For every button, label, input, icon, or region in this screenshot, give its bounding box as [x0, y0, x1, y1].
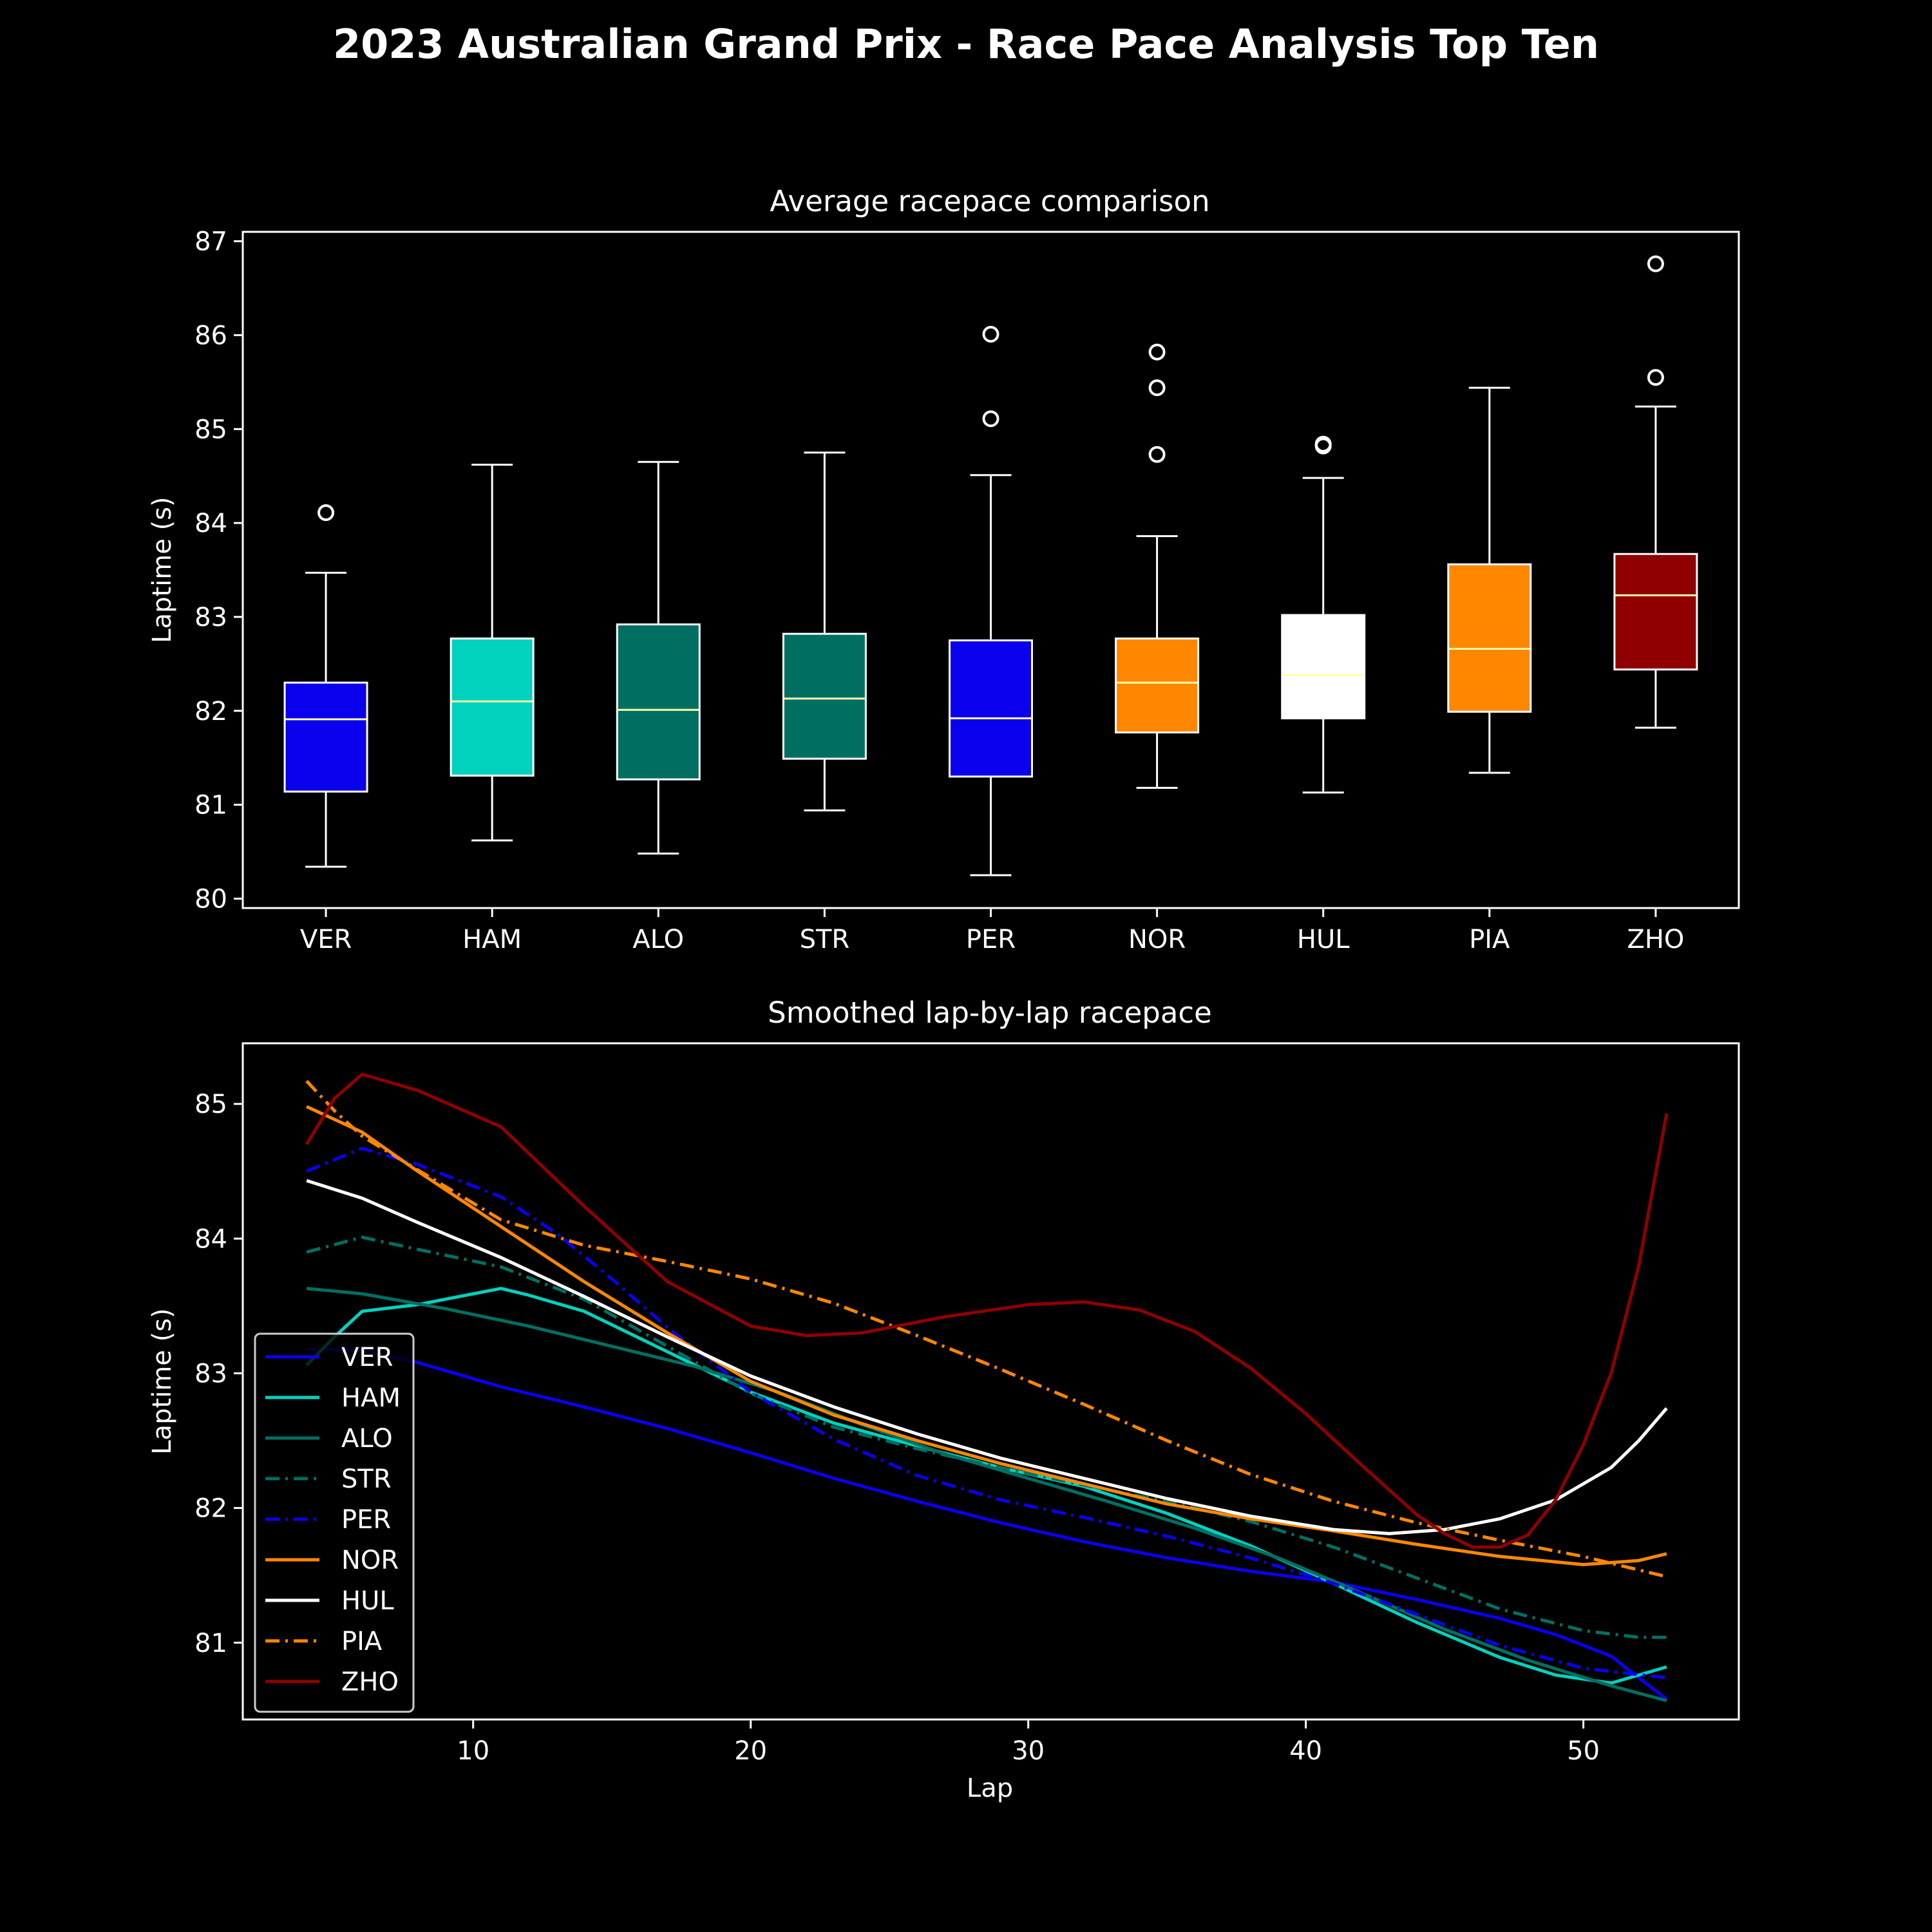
boxplot-marks: 80 81 82 83 84 85 86 87 VER HAM ALO STR PER NOR HUL PIA… — [194, 227, 1698, 954]
y-tick-label: 86 — [194, 321, 227, 350]
figure-title: 2023 Australian Grand Prix - Race Pace A… — [333, 21, 1599, 68]
legend-label-str: STR — [341, 1464, 392, 1494]
series-line-zho — [305, 1072, 1669, 1549]
x-tick-label: 30 — [1012, 1736, 1045, 1766]
y-tick-label: 87 — [194, 227, 227, 257]
x-tick-label: NOR — [1128, 925, 1186, 954]
outlier-point — [1647, 255, 1664, 272]
outlier-point — [982, 325, 999, 343]
x-tick-label: ALO — [632, 925, 684, 954]
boxplot-y-axis-label: Laptime (s) — [147, 497, 177, 643]
series-line-alo — [306, 1287, 1667, 1703]
legend-box — [254, 1332, 415, 1713]
series-line-pia — [305, 1079, 1667, 1578]
series-line-str — [306, 1235, 1667, 1639]
outlier-point — [1314, 435, 1332, 453]
line-chart-marks: 81 82 83 84 85 10 20 30 40 50 — [194, 1072, 1669, 1766]
box-zho — [1613, 553, 1698, 671]
x-tick-label: VER — [300, 925, 352, 954]
line-chart-frame — [242, 1042, 1740, 1721]
legend-label-ver: VER — [341, 1343, 393, 1372]
y-tick-label: 80 — [194, 884, 227, 914]
x-tick-label: 20 — [734, 1736, 767, 1766]
outlier-point — [317, 504, 335, 522]
series-line-ham — [305, 1287, 1667, 1685]
outlier-point — [1148, 343, 1166, 361]
y-tick-label: 85 — [194, 1090, 227, 1119]
line-chart-legend: VER HAM ALO STR PER NOR HUL PIA ZHO — [254, 1332, 415, 1713]
boxplot-frame — [242, 231, 1740, 909]
y-tick-label: 83 — [194, 603, 227, 632]
y-tick-label: 83 — [194, 1359, 227, 1388]
line-chart-title: Smoothed lap-by-lap racepace — [768, 996, 1212, 1030]
line-chart-x-axis-label: Lap — [967, 1774, 1013, 1803]
box-hul — [1281, 614, 1366, 719]
y-tick-label: 82 — [194, 697, 227, 726]
series-line-ver — [307, 1347, 1668, 1701]
box-pia — [1447, 563, 1532, 713]
box-ham — [450, 637, 535, 777]
x-tick-label: PIA — [1469, 925, 1510, 954]
x-tick-label: HUL — [1297, 925, 1350, 954]
series-line-nor — [306, 1105, 1667, 1566]
y-tick-label: 81 — [194, 791, 227, 820]
outlier-point — [1647, 369, 1664, 386]
box-per — [949, 639, 1033, 778]
legend-label-pia: PIA — [341, 1627, 383, 1656]
box-nor — [1115, 637, 1200, 734]
line-chart-y-axis-label: Laptime (s) — [147, 1308, 177, 1454]
y-tick-label: 82 — [194, 1494, 227, 1524]
legend-label-alo: ALO — [341, 1424, 393, 1454]
y-tick-label: 81 — [194, 1629, 227, 1658]
x-tick-label: HAM — [462, 925, 522, 954]
line-chart-panel: Smoothed lap-by-lap racepace Laptime (s)… — [147, 996, 1740, 1803]
box-alo — [616, 623, 701, 781]
x-tick-label: 40 — [1289, 1736, 1322, 1766]
series-line-hul — [306, 1179, 1668, 1535]
y-tick-label: 84 — [194, 1224, 227, 1254]
legend-label-nor: NOR — [341, 1546, 399, 1575]
boxplot-title: Average racepace comparison — [770, 184, 1209, 218]
x-tick-label: 50 — [1567, 1736, 1600, 1766]
legend-label-ham: HAM — [341, 1383, 401, 1413]
y-tick-label: 85 — [194, 415, 227, 444]
x-tick-label: STR — [800, 925, 850, 954]
y-tick-label: 84 — [194, 509, 227, 538]
outlier-point — [1148, 446, 1166, 463]
x-tick-label: ZHO — [1627, 925, 1684, 954]
legend-label-per: PER — [341, 1505, 391, 1535]
series-line-per — [306, 1146, 1667, 1680]
outlier-point — [982, 410, 999, 428]
x-tick-label: 10 — [457, 1736, 489, 1766]
boxplot-panel: Average racepace comparison Laptime (s) … — [147, 184, 1740, 954]
box-str — [782, 632, 867, 760]
box-ver — [283, 681, 368, 793]
legend-label-zho: ZHO — [341, 1667, 399, 1697]
x-tick-label: PER — [966, 925, 1016, 954]
legend-label-hul: HUL — [341, 1586, 394, 1616]
outlier-point — [1148, 379, 1166, 397]
